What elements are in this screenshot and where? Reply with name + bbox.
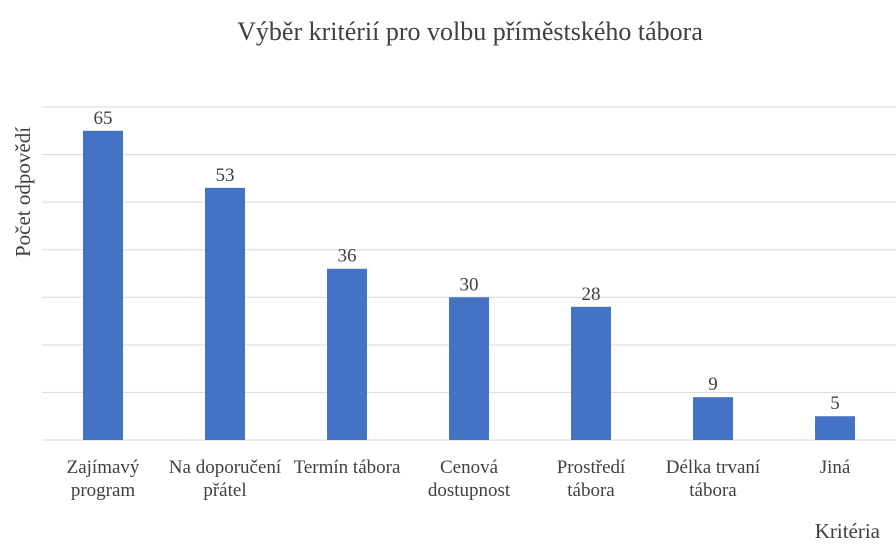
chart-title: Výběr kritérií pro volbu příměstského tá… [237, 17, 703, 46]
x-tick-label: Jiná [819, 457, 851, 478]
bar [571, 306, 611, 440]
data-label: 5 [830, 393, 840, 414]
data-label: 65 [94, 108, 113, 129]
data-label: 53 [216, 165, 235, 186]
y-axis-label: Počet odpovědí [11, 127, 35, 257]
data-label: 30 [460, 274, 479, 295]
x-tick-label: Na doporučení přátel [168, 457, 282, 501]
data-label: 28 [582, 284, 601, 305]
data-label: 36 [338, 246, 357, 267]
bar [205, 187, 245, 440]
x-tick-label: Termín tábora [293, 457, 401, 478]
data-label: 9 [708, 374, 718, 395]
bar [327, 268, 367, 440]
bar [693, 397, 733, 440]
x-tick-label: Délka trvaní tábora [665, 457, 761, 501]
x-tick-label: Cenová dostupnost [427, 457, 511, 501]
x-tick-label: Zajímavý program [66, 457, 140, 501]
bar [815, 416, 855, 440]
x-axis-label: Kritéria [815, 519, 881, 543]
bar [83, 130, 123, 441]
bar [449, 297, 489, 440]
x-tick-label: Prostředí tábora [556, 457, 626, 501]
